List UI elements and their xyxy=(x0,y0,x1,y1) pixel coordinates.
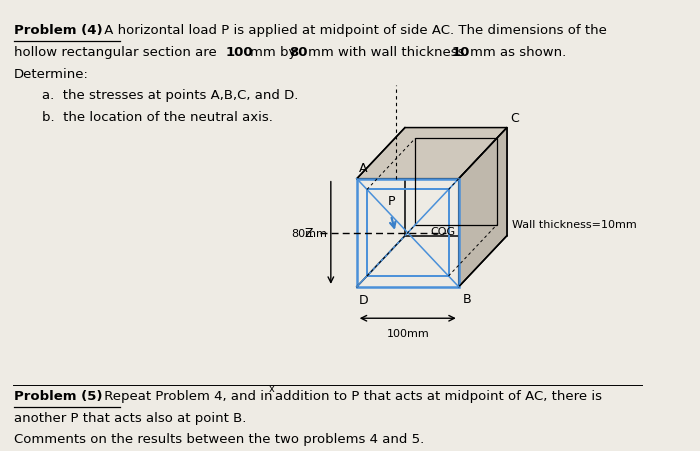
Bar xyxy=(367,190,449,276)
Text: Comments on the results between the two problems 4 and 5.: Comments on the results between the two … xyxy=(14,433,424,445)
Polygon shape xyxy=(458,128,507,287)
Text: 10: 10 xyxy=(452,46,470,59)
Text: hollow rectangular section are: hollow rectangular section are xyxy=(14,46,221,59)
Text: mm as shown.: mm as shown. xyxy=(470,46,566,59)
Text: P: P xyxy=(388,195,395,208)
Text: B: B xyxy=(463,292,471,305)
Polygon shape xyxy=(357,128,507,179)
Text: another P that acts also at point B.: another P that acts also at point B. xyxy=(14,411,246,423)
Text: A: A xyxy=(358,161,367,175)
Text: 100mm: 100mm xyxy=(386,328,429,338)
Text: Problem (4): Problem (4) xyxy=(14,24,102,37)
Text: x: x xyxy=(269,383,274,393)
Text: Repeat Problem 4, and in: Repeat Problem 4, and in xyxy=(100,389,272,402)
Text: addition to P that acts at midpoint of AC, there is: addition to P that acts at midpoint of A… xyxy=(275,389,602,402)
Text: A horizontal load P is applied at midpoint of side AC. The dimensions of the: A horizontal load P is applied at midpoi… xyxy=(100,24,607,37)
Text: 80mm: 80mm xyxy=(291,228,327,238)
Text: C: C xyxy=(510,111,519,124)
Text: mm with wall thickness: mm with wall thickness xyxy=(308,46,468,59)
Text: 100: 100 xyxy=(225,46,253,59)
Text: COG: COG xyxy=(430,226,455,236)
Text: D: D xyxy=(358,293,368,306)
Bar xyxy=(357,179,458,287)
Text: Wall thickness=10mm: Wall thickness=10mm xyxy=(512,219,637,230)
Text: b.  the location of the neutral axis.: b. the location of the neutral axis. xyxy=(42,110,272,124)
Text: Problem (5): Problem (5) xyxy=(14,389,102,402)
Text: Z: Z xyxy=(304,227,313,239)
Text: Determine:: Determine: xyxy=(14,68,89,80)
Text: mm by: mm by xyxy=(250,46,301,59)
Text: a.  the stresses at points A,B,C, and D.: a. the stresses at points A,B,C, and D. xyxy=(42,89,298,102)
Text: 80: 80 xyxy=(289,46,307,59)
